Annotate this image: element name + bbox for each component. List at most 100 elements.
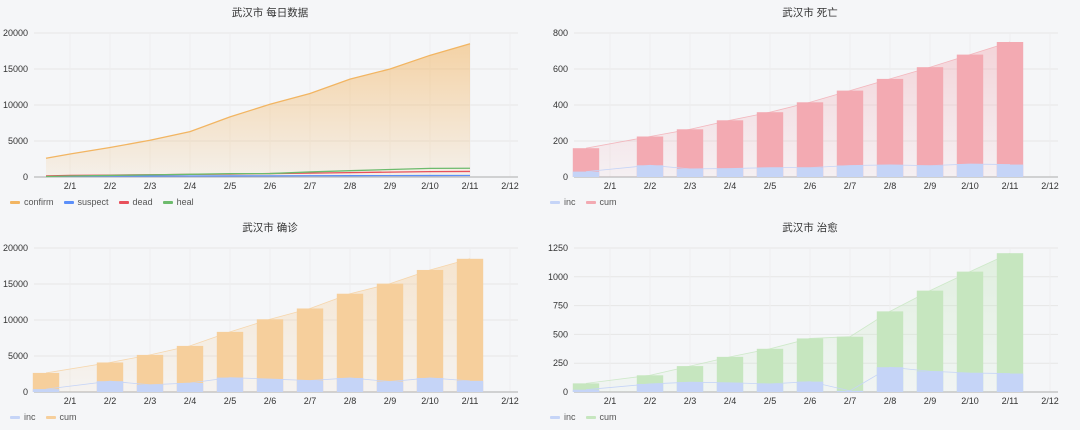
bar-inc <box>572 389 600 392</box>
bar-inc <box>676 168 704 177</box>
x-tick-label: 2/12 <box>501 396 519 406</box>
legend-label: suspect <box>77 197 109 207</box>
x-tick-label: 2/5 <box>224 181 237 191</box>
bar-inc <box>876 164 904 177</box>
y-tick-label: 1000 <box>548 272 568 282</box>
x-tick-label: 2/10 <box>421 396 439 406</box>
legend-label: cum <box>599 197 617 207</box>
legend-item-cum[interactable]: cum <box>585 412 617 422</box>
bar-inc <box>676 382 704 392</box>
bar-cum <box>572 383 600 392</box>
x-tick-label: 2/5 <box>764 181 777 191</box>
x-tick-label: 2/12 <box>1041 396 1059 406</box>
legend-item-inc[interactable]: inc <box>550 197 576 207</box>
x-tick-label: 2/9 <box>384 181 397 191</box>
x-tick-label: 2/2 <box>644 181 657 191</box>
legend-item-heal[interactable]: heal <box>162 197 194 207</box>
panel-deaths: 武汉市 死亡 0 200 400 600 800 2/1 2/2 2/3 2/4 2/5 2/6 2/… <box>540 0 1080 215</box>
x-tick-label: 2/10 <box>961 181 979 191</box>
bar-cum <box>996 253 1024 392</box>
bar-inc <box>216 377 244 392</box>
y-tick-label: 500 <box>553 329 568 339</box>
x-tick-label: 2/8 <box>344 181 357 191</box>
panel-healed: 武汉市 治愈 0 250 500 750 1000 1250 2/1 2/2 2/3 2/4 2/5… <box>540 215 1080 430</box>
legend: confirm suspect dead heal <box>10 197 194 207</box>
bar-inc <box>756 167 784 177</box>
bar-cum <box>296 308 324 392</box>
legend-swatch <box>10 200 20 204</box>
x-tick-label: 2/9 <box>384 396 397 406</box>
x-tick-label: 2/2 <box>104 181 117 191</box>
bar-cum <box>416 269 444 392</box>
y-tick-label: 15000 <box>3 279 28 289</box>
legend: inc cum <box>550 197 617 207</box>
legend-item-cum[interactable]: cum <box>45 412 77 422</box>
legend-swatch <box>118 200 129 204</box>
panel-confirmed: 武汉市 确诊 0 5000 10000 15000 20000 2/1 2/2 2/3 2/4 2… <box>0 215 540 430</box>
legend-swatch <box>63 200 74 204</box>
x-tick-label: 2/12 <box>501 181 519 191</box>
x-tick-label: 2/1 <box>604 181 617 191</box>
legend-swatch <box>10 415 20 419</box>
legend-label: cum <box>59 412 77 422</box>
legend-swatch <box>585 415 596 419</box>
bar-inc <box>916 371 944 392</box>
legend-item-inc[interactable]: inc <box>10 412 36 422</box>
bar-inc <box>296 380 324 392</box>
legend-label: heal <box>176 197 194 207</box>
area-confirm <box>46 43 470 177</box>
legend-item-cum[interactable]: cum <box>585 197 617 207</box>
inc-trend-line <box>45 377 471 390</box>
x-tick-label: 2/11 <box>462 181 479 191</box>
bar-cum <box>716 120 744 177</box>
x-tick-label: 2/4 <box>184 181 197 191</box>
inc-trend-line <box>585 366 1011 392</box>
cum-trend-band <box>586 253 1010 392</box>
bar-inc <box>336 377 364 392</box>
x-tick-label: 2/11 <box>462 396 479 406</box>
legend-item-suspect[interactable]: suspect <box>63 197 109 207</box>
x-tick-label: 2/7 <box>844 396 857 406</box>
y-tick-label: 1250 <box>548 243 568 253</box>
y-tick-label: 10000 <box>3 100 28 110</box>
chart-title: 武汉市 死亡 <box>782 7 838 19</box>
legend-item-dead[interactable]: dead <box>118 197 153 207</box>
chart-title: 武汉市 治愈 <box>782 222 838 234</box>
legend-item-confirm[interactable]: confirm <box>10 197 54 207</box>
legend-item-inc[interactable]: inc <box>550 412 576 422</box>
x-tick-label: 2/4 <box>724 181 737 191</box>
x-tick-label: 2/2 <box>104 396 117 406</box>
x-tick-label: 2/8 <box>344 396 357 406</box>
bar-inc <box>136 384 164 392</box>
x-tick-label: 2/8 <box>884 396 897 406</box>
bar-inc <box>956 372 984 392</box>
y-tick-label: 600 <box>553 64 568 74</box>
y-tick-label: 250 <box>553 358 568 368</box>
x-tick-label: 2/7 <box>304 396 317 406</box>
bar-cum <box>456 258 484 392</box>
bar-inc <box>636 165 664 177</box>
x-tick-label: 2/2 <box>644 396 657 406</box>
bar-inc <box>636 383 664 392</box>
x-tick-label: 2/3 <box>684 181 697 191</box>
bar-inc <box>916 165 944 177</box>
x-tick-label: 2/1 <box>64 181 77 191</box>
legend: inc cum <box>550 412 617 422</box>
bar-inc <box>376 381 404 392</box>
bar-cum <box>756 112 784 177</box>
bar-cum <box>796 102 824 177</box>
bar-cum <box>956 271 984 392</box>
x-tick-label: 2/7 <box>304 181 317 191</box>
bar-cum <box>836 336 864 392</box>
x-tick-label: 2/4 <box>184 396 197 406</box>
legend-swatch <box>550 200 560 204</box>
chart-daily-data: 0 5000 10000 15000 20000 2/1 2/2 2/3 2/4 2/5 2/6 2/… <box>3 28 519 191</box>
chart-healed: 0 250 500 750 1000 1250 2/1 2/2 2/3 2/4 2/5 2/6 2/7 2… <box>548 243 1059 406</box>
x-tick-label: 2/3 <box>144 396 157 406</box>
x-tick-label: 2/9 <box>924 396 937 406</box>
y-tick-label: 200 <box>553 136 568 146</box>
panel-daily-data: 武汉市 每日数据 0 5000 10000 15000 20000 2/1 2/2 2/3 2/… <box>0 0 540 215</box>
legend-swatch <box>550 415 560 419</box>
y-tick-label: 400 <box>553 100 568 110</box>
bar-cum <box>916 67 944 177</box>
